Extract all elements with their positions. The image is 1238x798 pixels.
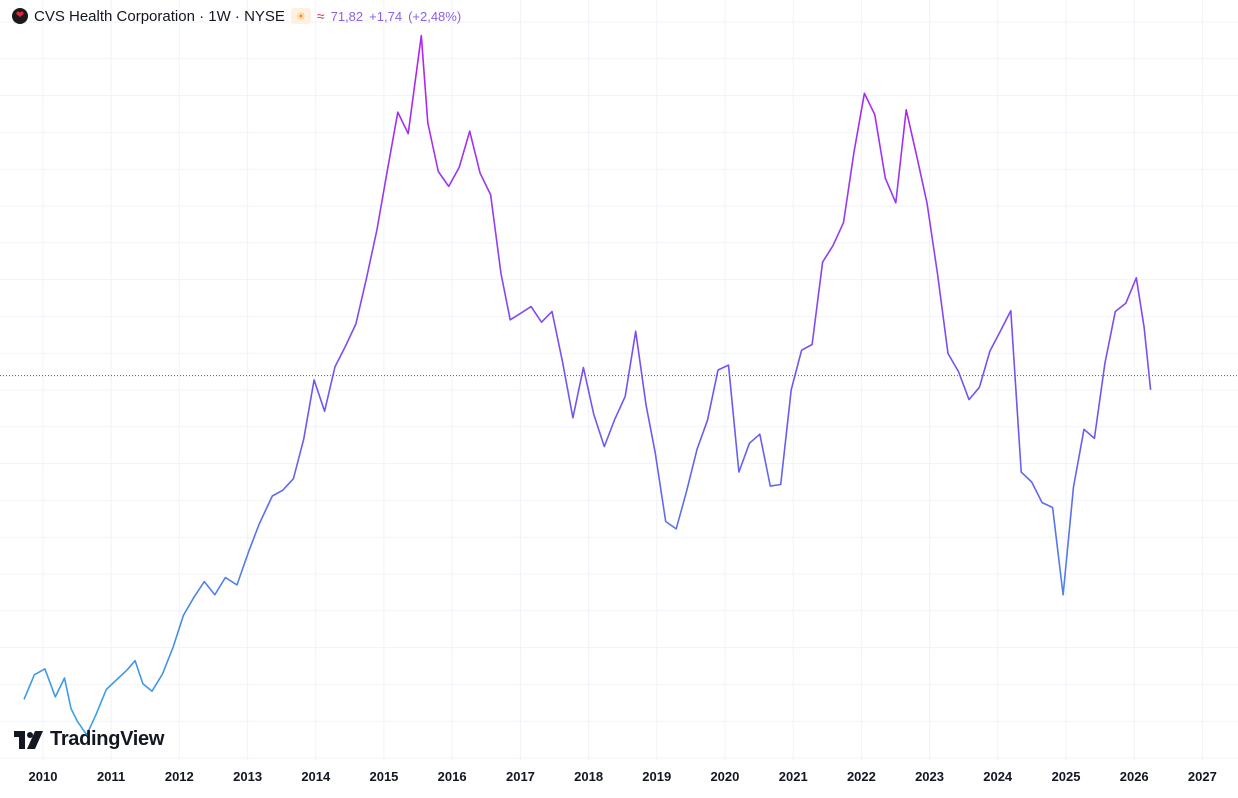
- tradingview-wordmark: TradingView: [50, 728, 165, 750]
- last-price: 71,82: [330, 8, 364, 24]
- x-tick-label: 2017: [506, 769, 535, 784]
- tradingview-mark-icon: [14, 730, 43, 749]
- x-tick-label: 2010: [29, 769, 58, 784]
- x-tick-label: 2020: [710, 769, 739, 784]
- symbol-title[interactable]: CVS Health Corporation · 1W · NYSE: [34, 7, 285, 25]
- price-change-percent: (+2,48%): [408, 8, 462, 24]
- x-tick-label: 2021: [779, 769, 808, 784]
- x-tick-label: 2024: [983, 769, 1013, 784]
- x-tick-label: 2016: [438, 769, 467, 784]
- x-tick-label: 2015: [369, 769, 398, 784]
- x-tick-label: 2025: [1052, 769, 1081, 784]
- sun-icon: ☀: [290, 8, 311, 24]
- x-tick-label: 2011: [97, 769, 125, 784]
- grid: [0, 0, 1238, 760]
- x-tick-label: 2018: [574, 769, 603, 784]
- x-axis: 2010 2011 2012 2013 2014 2015 2016 2017 2018 2019…: [29, 769, 1217, 784]
- heart-logo-icon: ❤: [12, 8, 28, 24]
- x-tick-label: 2019: [642, 769, 671, 784]
- wave-icon: ≈: [316, 8, 325, 24]
- symbol-legend[interactable]: ❤ CVS Health Corporation · 1W · NYSE ☀ ≈…: [12, 6, 461, 26]
- x-tick-label: 2012: [165, 769, 194, 784]
- x-tick-label: 2014: [301, 769, 331, 784]
- series-line: [23, 34, 1152, 736]
- x-tick-label: 2026: [1120, 769, 1149, 784]
- x-tick-label: 2027: [1188, 769, 1217, 784]
- tradingview-logo[interactable]: TradingView: [14, 728, 164, 751]
- x-tick-label: 2023: [915, 769, 944, 784]
- x-tick-label: 2022: [847, 769, 876, 784]
- price-change: +1,74: [369, 8, 403, 24]
- x-tick-label: 2013: [233, 769, 262, 784]
